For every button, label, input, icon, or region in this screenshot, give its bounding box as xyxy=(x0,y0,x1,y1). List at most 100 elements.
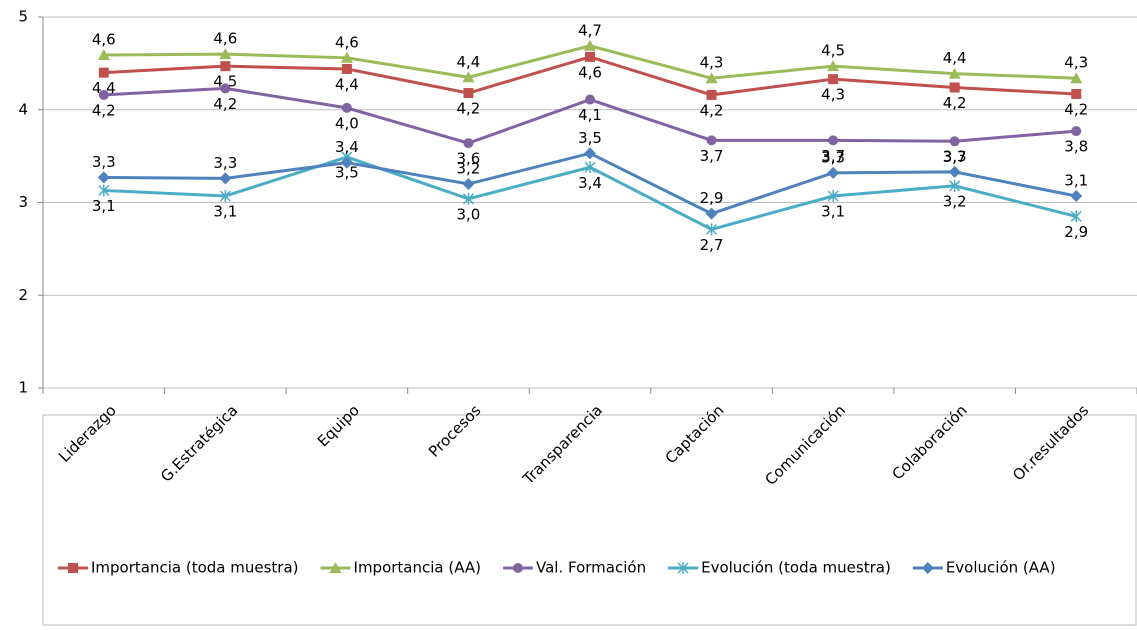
marker xyxy=(921,562,934,574)
legend-label: Importancia (AA) xyxy=(354,559,482,577)
marker xyxy=(97,171,110,184)
data-label: 3,2 xyxy=(457,159,481,177)
legend-item: Evolución (AA) xyxy=(912,559,1056,577)
data-label: 4,3 xyxy=(700,54,724,72)
x-tick-label: Procesos xyxy=(425,401,485,461)
marker xyxy=(219,48,232,60)
x-tick-label: Transparencia xyxy=(519,401,606,488)
data-label: 3,3 xyxy=(213,154,237,172)
x-tick-label: Colaboración xyxy=(889,401,971,483)
x-tick-label: Liderazgo xyxy=(55,401,120,466)
legend-item: Importancia (AA) xyxy=(320,559,482,577)
marker xyxy=(706,135,717,146)
marker xyxy=(68,563,78,573)
data-label: 4,0 xyxy=(335,114,359,132)
marker xyxy=(220,83,231,94)
marker xyxy=(1071,126,1082,137)
data-label: 3,5 xyxy=(578,129,602,147)
marker xyxy=(949,179,961,192)
marker xyxy=(584,161,596,174)
y-tick-label: 4 xyxy=(18,100,28,118)
data-label: 2,9 xyxy=(1064,223,1088,241)
legend-label: Evolución (AA) xyxy=(946,559,1056,577)
data-label: 3,2 xyxy=(943,192,967,210)
marker xyxy=(329,562,342,573)
marker xyxy=(341,102,352,113)
data-label: 4,4 xyxy=(92,79,116,97)
marker xyxy=(340,51,353,63)
data-label: 4,7 xyxy=(578,21,602,39)
marker xyxy=(98,67,109,78)
data-label: 4,2 xyxy=(213,95,237,113)
data-label: 4,6 xyxy=(92,31,116,49)
legend-label: Evolución (toda muestra) xyxy=(701,559,891,577)
marker xyxy=(677,562,689,574)
x-tick-label: Captación xyxy=(662,401,728,467)
marker xyxy=(584,147,596,160)
marker xyxy=(463,138,474,149)
y-tick-label: 3 xyxy=(18,193,28,211)
legend-item: Evolución (toda muestra) xyxy=(668,559,891,577)
marker xyxy=(462,177,475,190)
marker xyxy=(705,207,718,220)
marker xyxy=(340,156,353,169)
y-tick-label: 2 xyxy=(18,286,28,304)
data-label: 4,5 xyxy=(821,42,845,60)
marker xyxy=(949,82,960,93)
data-label: 3,3 xyxy=(92,153,116,171)
marker xyxy=(1070,72,1083,84)
data-label: 4,3 xyxy=(1064,54,1088,72)
marker xyxy=(97,49,110,61)
data-label: 4,2 xyxy=(457,100,481,118)
data-label: 4,3 xyxy=(821,86,845,104)
legend-item: Val. Formación xyxy=(503,559,646,577)
marker xyxy=(219,190,231,203)
data-label: 3,1 xyxy=(213,203,237,221)
marker xyxy=(827,60,840,72)
marker xyxy=(1070,210,1082,223)
marker xyxy=(462,71,475,83)
data-label: 3,7 xyxy=(821,147,845,165)
marker xyxy=(513,563,524,573)
data-label: 2,7 xyxy=(700,236,724,254)
marker xyxy=(463,88,474,99)
marker xyxy=(828,74,839,85)
marker xyxy=(706,89,717,100)
marker xyxy=(1071,88,1082,99)
data-label: 4,6 xyxy=(578,63,602,81)
data-label: 4,4 xyxy=(457,53,481,71)
marker xyxy=(706,223,718,236)
y-tick-label: 5 xyxy=(18,8,28,26)
y-tick-label: 1 xyxy=(18,379,28,397)
data-label: 3,3 xyxy=(943,147,967,165)
data-label: 2,9 xyxy=(700,189,724,207)
marker xyxy=(949,136,960,147)
data-label: 4,2 xyxy=(943,94,967,112)
data-label: 3,7 xyxy=(700,147,724,165)
data-label: 3,4 xyxy=(578,174,602,192)
x-tick-label: Comunicación xyxy=(761,401,849,489)
data-label: 3,1 xyxy=(92,197,116,215)
x-tick-label: Equipo xyxy=(314,401,363,450)
marker xyxy=(828,135,839,146)
marker xyxy=(827,166,840,179)
data-label: 4,2 xyxy=(92,101,116,119)
legend-box xyxy=(42,414,1137,626)
x-tick-label: G.Estratégica xyxy=(157,401,241,485)
marker xyxy=(705,72,718,84)
data-label: 4,6 xyxy=(335,33,359,51)
data-label: 4,5 xyxy=(213,73,237,91)
marker xyxy=(585,94,595,105)
marker xyxy=(948,67,961,79)
marker xyxy=(341,63,352,74)
data-label: 4,6 xyxy=(213,30,237,48)
data-label: 3,1 xyxy=(1064,172,1088,190)
marker xyxy=(948,165,961,178)
marker xyxy=(584,39,596,51)
data-label: 4,1 xyxy=(578,106,602,124)
data-label: 3,6 xyxy=(457,150,481,168)
data-label: 3,1 xyxy=(821,203,845,221)
data-label: 3,5 xyxy=(335,164,359,182)
data-label: 3,0 xyxy=(457,205,481,223)
